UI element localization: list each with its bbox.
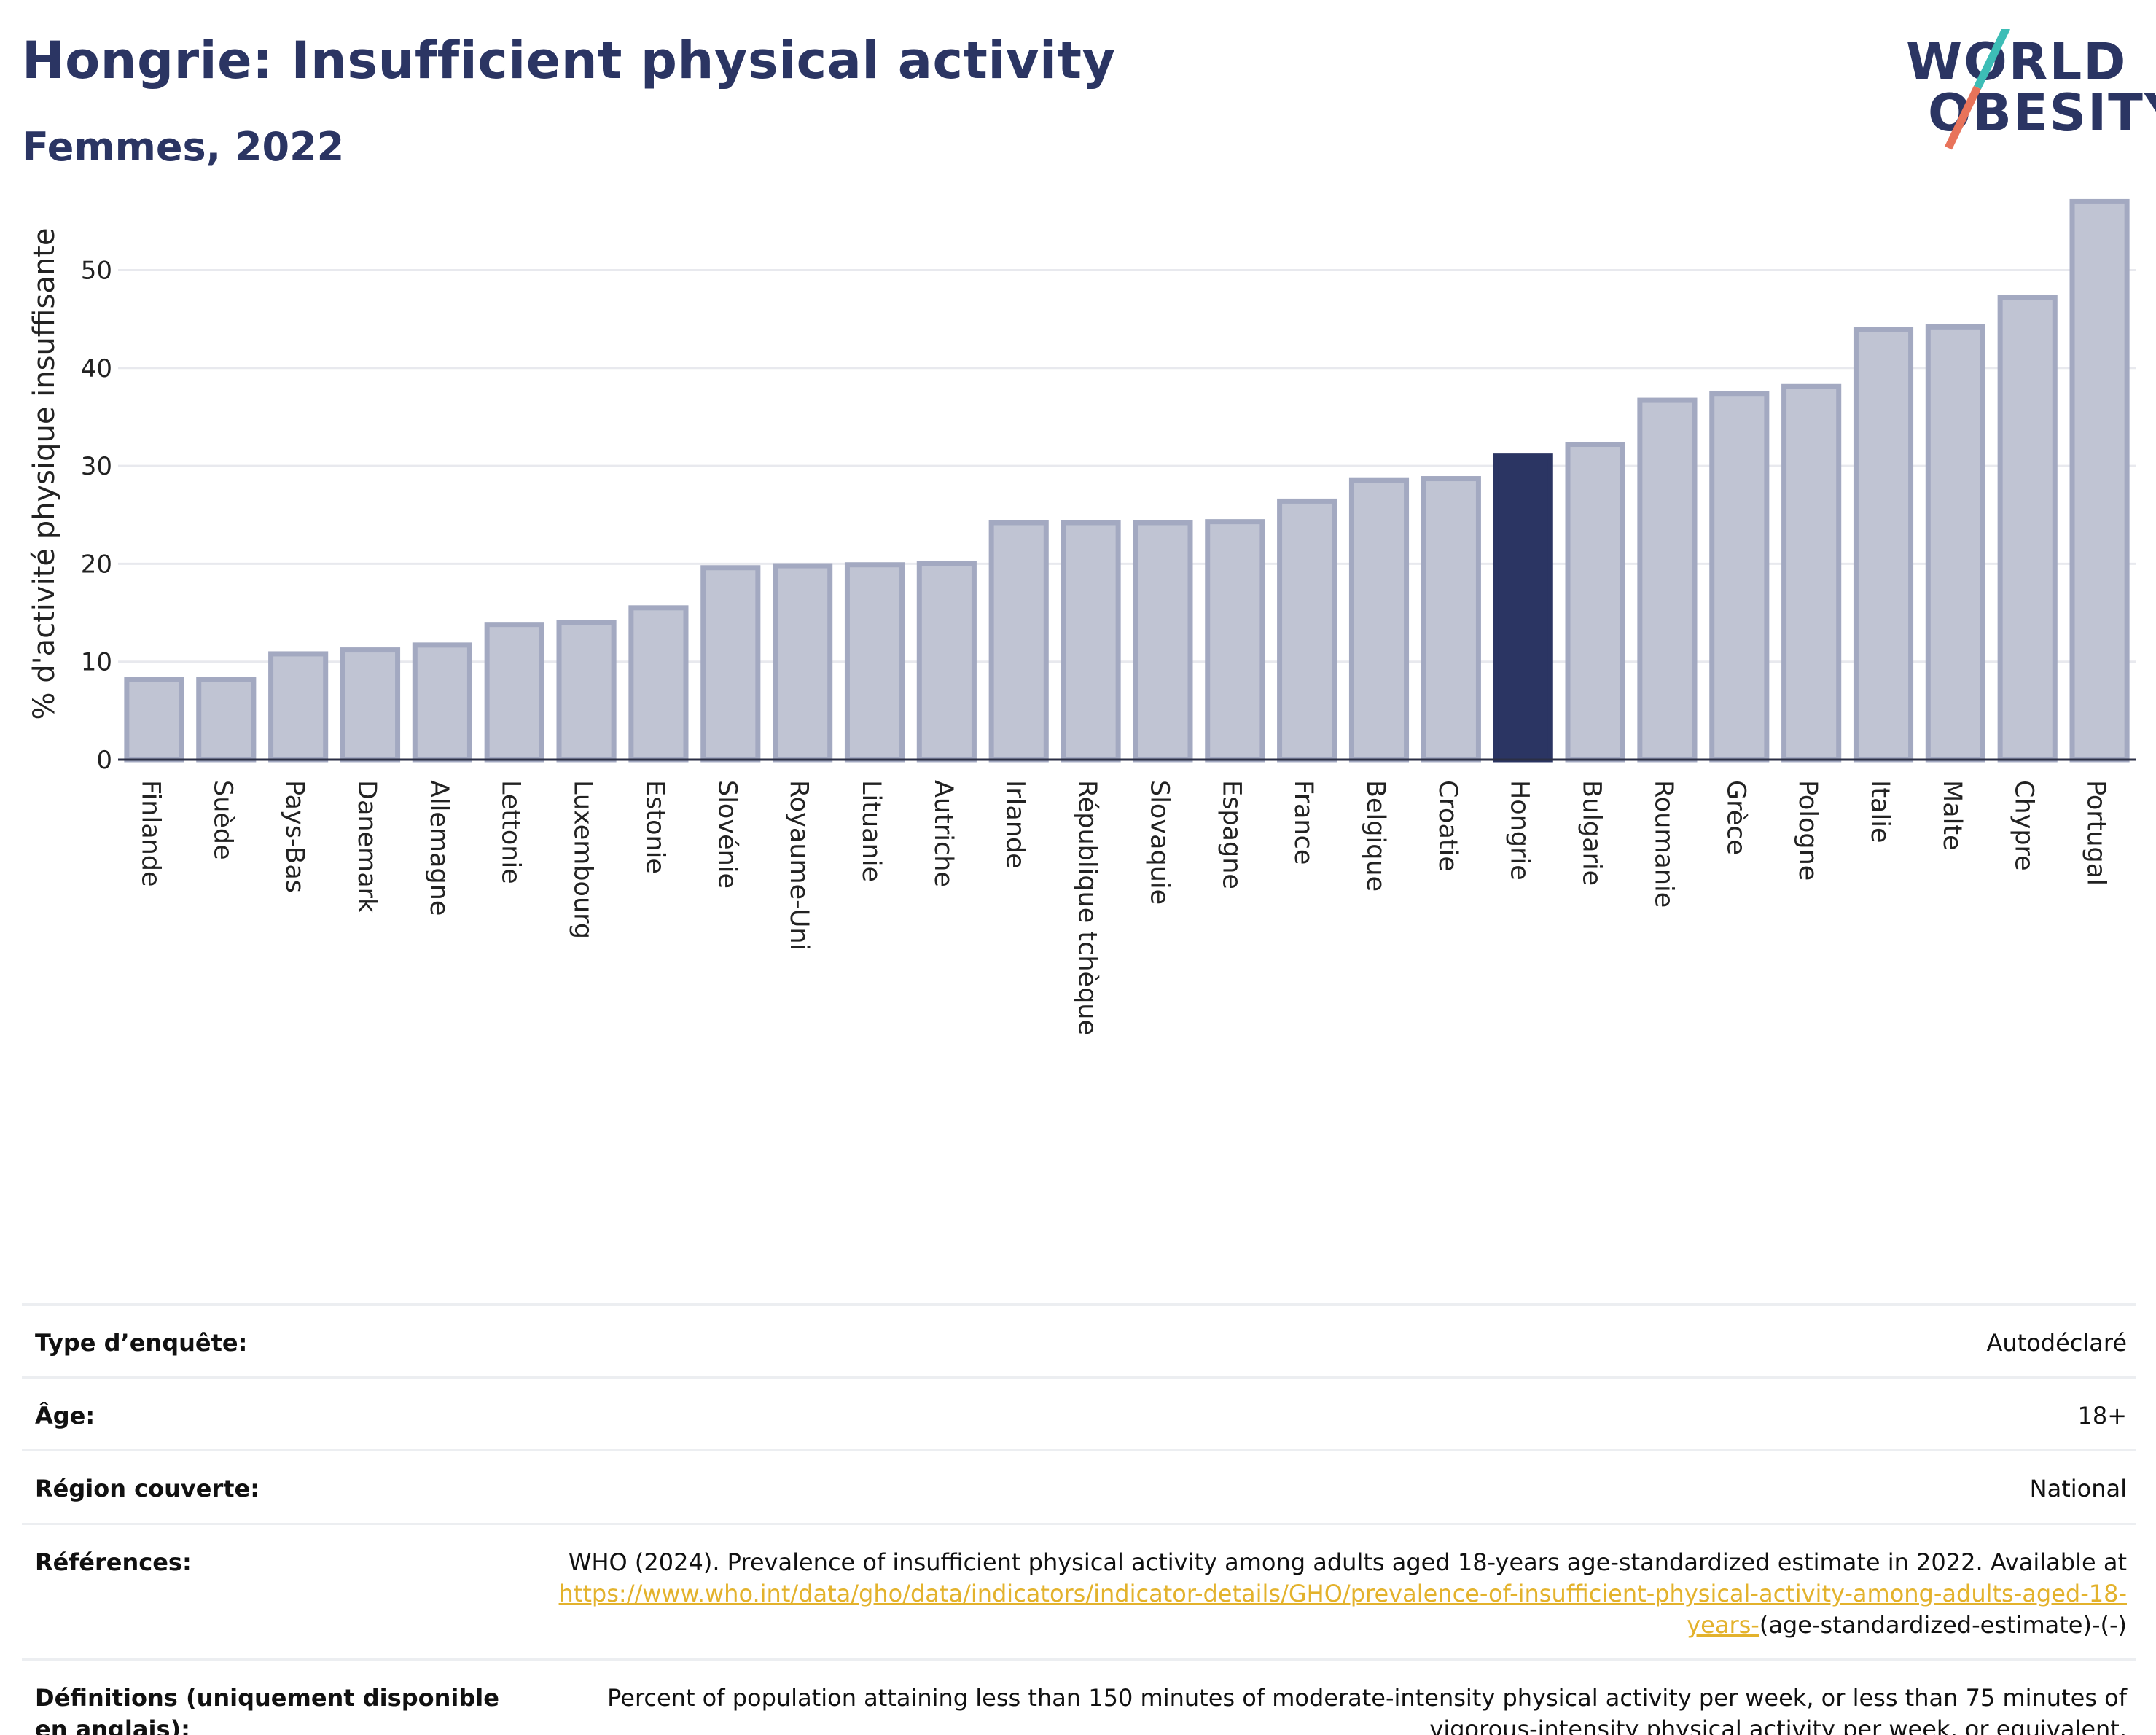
bar <box>700 565 761 763</box>
y-tick-label: 10 <box>81 648 112 677</box>
info-label: Région couverte: <box>35 1475 259 1503</box>
x-category-label: Suède <box>208 780 237 860</box>
definitions-value: Percent of population attaining less tha… <box>607 1684 2127 1735</box>
info-value: 18+ <box>2077 1402 2127 1430</box>
x-category-label: Slovaquie <box>1144 780 1173 905</box>
x-category-label: Slovénie <box>712 780 741 889</box>
x-category-label: Roumanie <box>1649 780 1678 908</box>
bar-chart: 0 10 20 30 40 50 Finlande Suède Pays-Bas Danemar… <box>28 198 2136 1035</box>
bar <box>556 620 617 763</box>
y-tick-label: 0 <box>96 746 112 775</box>
x-category-label: Pologne <box>1793 780 1822 881</box>
y-tick-label: 30 <box>81 452 112 481</box>
bar <box>1133 520 1193 763</box>
x-category-label: Portugal <box>2082 780 2111 886</box>
page-subtitle: Femmes, 2022 <box>22 124 345 170</box>
info-label: Âge: <box>35 1402 95 1430</box>
references-text: WHO (2024). Prevalence of insufficient p… <box>568 1548 2127 1576</box>
y-tick-label: 20 <box>81 550 112 579</box>
bar <box>124 677 184 763</box>
bar-highlight <box>1493 453 1553 763</box>
x-category-label: Belgique <box>1361 780 1390 892</box>
reference-link[interactable]: https://www.who.int/data/gho/data/indica… <box>558 1579 2127 1639</box>
references-suffix: (age-standardized-estimate)-(-) <box>1759 1610 2127 1639</box>
x-category-label: Estonie <box>640 780 669 874</box>
bar <box>1277 498 1337 763</box>
x-category-label: Irlande <box>1001 780 1030 869</box>
logo-slash-icon <box>1945 29 2010 150</box>
info-value: Autodéclaré <box>1986 1329 2127 1357</box>
x-category-label: Bulgarie <box>1577 780 1606 886</box>
bar <box>196 677 257 763</box>
info-row: Âge: 18+ <box>22 1377 2136 1451</box>
info-row: Type d’enquête: Autodéclaré <box>22 1304 2136 1378</box>
x-category-label: Royaume-Uni <box>784 780 813 951</box>
y-tick-label: 40 <box>81 354 112 383</box>
info-label: Type d’enquête: <box>35 1329 248 1357</box>
bar <box>2069 198 2130 763</box>
bar <box>1565 442 1625 763</box>
y-axis-title: % d'activité physique insuffisante <box>28 228 61 720</box>
bar <box>1997 295 2058 763</box>
x-category-label: Pays-Bas <box>280 780 309 893</box>
bar <box>1421 476 1481 763</box>
x-category-labels: Finlande Suède Pays-Bas Danemark Allemagne Le… <box>136 780 2110 1035</box>
logo-word-world: WORLD <box>1906 32 2128 92</box>
bar <box>988 520 1049 763</box>
x-category-label: Grèce <box>1721 780 1750 855</box>
bar <box>412 642 472 763</box>
x-category-label: Finlande <box>136 780 165 887</box>
references-row: Références: WHO (2024). Prevalence of ins… <box>22 1524 2136 1660</box>
x-category-label: France <box>1289 780 1318 865</box>
x-category-label: Italie <box>1865 780 1894 843</box>
bar <box>844 562 905 763</box>
bar <box>1205 519 1265 763</box>
bar <box>628 605 689 763</box>
x-category-label: Autriche <box>929 780 958 887</box>
bar <box>773 563 833 763</box>
definitions-row: Définitions (uniquement disponible en an… <box>22 1659 2136 1735</box>
info-row: Région couverte: National <box>22 1450 2136 1524</box>
bar <box>1853 327 1914 763</box>
x-category-label: Espagne <box>1216 780 1246 889</box>
bar <box>1925 324 1985 763</box>
x-category-label: Malte <box>1937 780 1966 851</box>
bar <box>484 622 544 763</box>
bars <box>124 198 2130 763</box>
bar <box>1709 391 1770 763</box>
x-category-label: Allemagne <box>424 780 453 916</box>
x-category-label: République tchèque <box>1073 780 1102 1035</box>
world-obesity-logo: WORLD OBESITY <box>1902 29 2156 153</box>
y-tick-labels: 0 10 20 30 40 50 <box>81 256 112 775</box>
info-value: National <box>2029 1475 2127 1503</box>
references-label: Références: <box>35 1548 192 1576</box>
x-category-label: Lettonie <box>496 780 526 884</box>
x-category-label: Lituanie <box>856 780 886 882</box>
x-category-label: Danemark <box>352 780 381 913</box>
x-category-label: Luxembourg <box>569 780 598 939</box>
bar <box>340 647 401 763</box>
y-tick-label: 50 <box>81 256 112 285</box>
x-category-label: Croatie <box>1433 780 1462 872</box>
bar <box>1348 477 1410 763</box>
bar <box>1637 397 1698 763</box>
bar <box>268 651 329 763</box>
metadata-table: Type d’enquête: Autodéclaré Âge: 18+ Région … <box>22 1303 2136 1735</box>
references-value: WHO (2024). Prevalence of insufficient p… <box>532 1524 2136 1660</box>
page-title: Hongrie: Insufficient physical activity <box>22 31 1116 90</box>
bar <box>1781 383 1842 763</box>
definitions-label: Définitions (uniquement disponible en an… <box>35 1684 499 1735</box>
bar <box>1061 520 1121 763</box>
x-category-label: Hongrie <box>1505 780 1534 881</box>
bar <box>916 561 977 763</box>
x-category-label: Chypre <box>2009 780 2039 871</box>
